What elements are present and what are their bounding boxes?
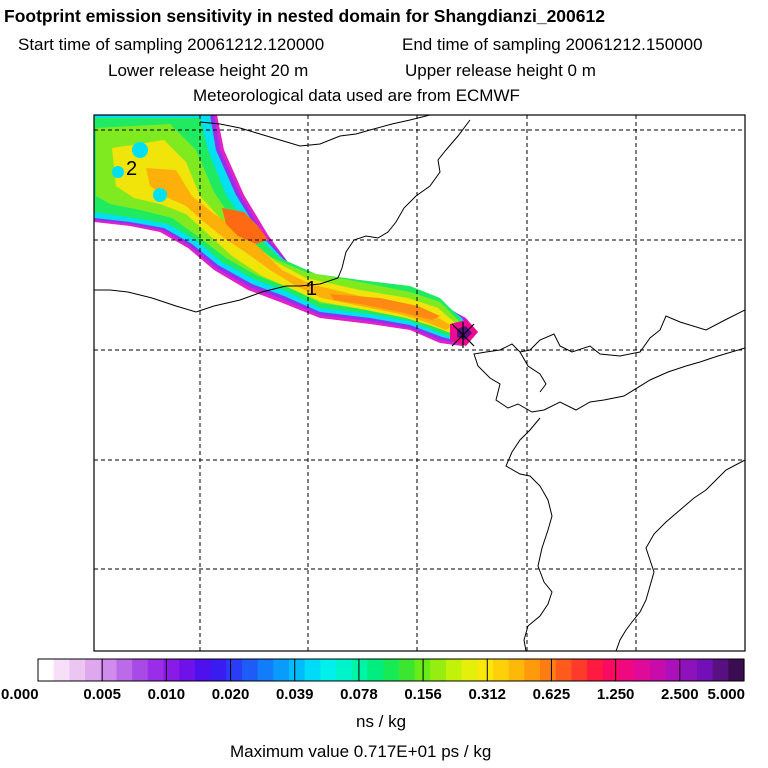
colorbar-cell [85,659,102,681]
colorbar-tick-label: 0.312 [468,686,506,703]
map-frame [93,114,746,652]
colorbar-cell [665,659,682,681]
colorbar-cells [38,659,745,681]
colorbar-cell [320,659,337,681]
colorbar-cell [696,659,714,681]
colorbar-cell [241,659,259,681]
plume-core-red [222,208,268,244]
release-site-marker [451,322,475,348]
chart-title: Footprint emission sensitivity in nested… [4,6,605,26]
colorbar-cell [524,659,541,681]
colorbar-cell [179,659,196,681]
colorbar-tick-label: 0.039 [276,686,314,703]
colorbar-cell [618,659,635,681]
colorbar-cell [257,659,274,681]
colorbar-cell [273,659,290,681]
contour-label-2: 2 [126,158,137,180]
colorbar-cell [100,659,118,681]
colorbar-tick-label: 0.156 [404,686,442,703]
colorbar-cell [53,659,70,681]
colorbar-cell [461,659,478,681]
colorbar-cell [445,659,463,681]
contour-label-1: 1 [306,278,317,300]
colorbar-tick-label: 0.078 [340,686,378,703]
colorbar-cell [587,659,604,681]
cyan-speckles [112,142,167,202]
colorbar-cell [38,659,55,681]
colorbar-ticks [37,659,745,681]
colorbar-tick-label: 0.005 [83,686,121,703]
colorbar-cell [602,659,620,681]
colorbar-cell [508,659,525,681]
colorbar-unit: ns / kg [356,712,407,731]
colorbar-cell [147,659,165,681]
colorbar-cell [728,659,745,681]
colorbar-cell [163,659,180,681]
colorbar-cell [477,659,494,681]
colorbar-cell [492,659,510,681]
colorbar-cell [634,659,651,681]
colorbar-cell [367,659,384,681]
colorbar-cell [555,659,573,681]
colorbar-tick-label: 0.625 [533,686,571,703]
colorbar-cell [430,659,447,681]
colorbar-cell [132,659,149,681]
colorbar-cell [336,659,353,681]
colorbar-cell [681,659,698,681]
colorbar-cell [351,659,369,681]
colorbar-cell [210,659,227,681]
plume-layers [94,115,478,346]
colorbar-cell [383,659,400,681]
colorbar-tick-label: 1.250 [597,686,635,703]
colorbar-tick-label: 5.000 [707,686,745,703]
end-time-label: End time of sampling 20061212.150000 [402,35,703,54]
colorbar-cell [69,659,86,681]
plume-core-red2 [330,294,440,320]
colorbar-cell [194,659,212,681]
maximum-value-label: Maximum value 0.717E+01 ps / kg [230,742,492,761]
colorbar-cell [540,659,557,681]
colorbar-tick-label: 0.000 [1,686,39,703]
colorbar-labels: 0.000 0.005 0.010 0.020 0.039 0.078 0.156 0.312… [1,686,745,703]
meteorological-data-label: Meteorological data used are from ECMWF [193,86,520,105]
colorbar-cell [304,659,321,681]
upper-release-height-label: Upper release height 0 m [405,61,596,80]
colorbar-tick-label: 0.010 [148,686,186,703]
lower-release-height-label: Lower release height 20 m [108,61,309,80]
colorbar-cell [571,659,588,681]
coastlines [94,115,745,651]
start-time-label: Start time of sampling 20061212.120000 [18,35,325,54]
grid-lines [94,115,745,651]
colorbar-cell [116,659,133,681]
colorbar-cell [226,659,243,681]
colorbar-cell [649,659,667,681]
colorbar-cell [398,659,416,681]
colorbar-tick-label: 2.500 [661,686,699,703]
colorbar-cell [712,659,729,681]
colorbar-tick-label: 0.020 [212,686,250,703]
colorbar-cell [289,659,306,681]
